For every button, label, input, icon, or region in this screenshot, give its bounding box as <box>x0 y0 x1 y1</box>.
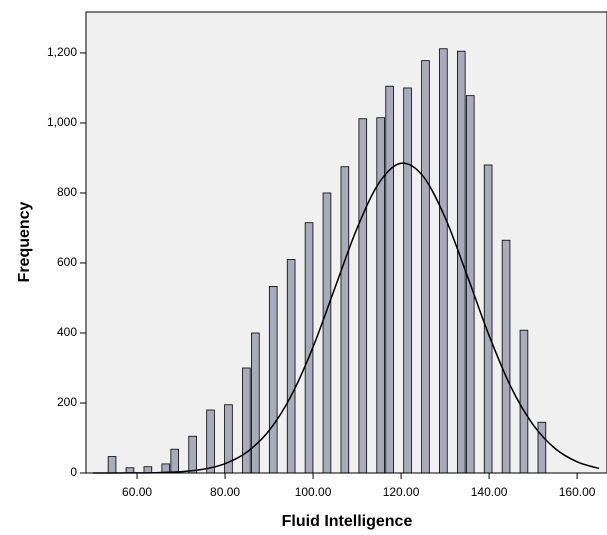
normal-curve <box>93 162 600 474</box>
y-tick-label: 400 <box>57 325 77 339</box>
bar <box>537 421 547 474</box>
x-tick-label: 80.00 <box>210 485 240 499</box>
x-tick-label: 120.00 <box>383 485 420 499</box>
bar <box>107 456 117 474</box>
bar <box>403 87 412 474</box>
bar <box>206 409 215 474</box>
bar <box>304 222 314 474</box>
bar <box>268 286 278 474</box>
bar <box>457 50 466 474</box>
x-axis-title: Fluid Intelligence <box>282 513 413 530</box>
y-axis-title: Frequency <box>16 201 33 282</box>
bar <box>170 448 179 474</box>
y-tick-label: 800 <box>57 185 77 199</box>
bar <box>242 367 251 474</box>
x-tick-label: 160.00 <box>559 485 596 499</box>
bar <box>421 60 430 474</box>
bar <box>286 259 296 474</box>
bar <box>251 332 260 474</box>
x-tick-label: 60.00 <box>122 485 152 499</box>
bar <box>376 117 385 474</box>
bar <box>188 435 197 474</box>
bar <box>385 85 394 474</box>
x-tick-label: 100.00 <box>295 485 332 499</box>
bar <box>340 166 350 474</box>
y-tick-label: 600 <box>57 255 77 269</box>
y-tick-label: 200 <box>57 395 77 409</box>
bar <box>322 192 332 474</box>
bar <box>483 164 493 474</box>
x-tick-label: 140.00 <box>471 485 508 499</box>
bar <box>519 329 529 474</box>
y-tick-label: 1,200 <box>47 45 77 59</box>
bar <box>501 239 511 474</box>
y-tick-label: 1,000 <box>47 115 77 129</box>
bar <box>358 118 368 474</box>
bar <box>439 48 448 474</box>
y-tick-label: 0 <box>70 465 77 479</box>
